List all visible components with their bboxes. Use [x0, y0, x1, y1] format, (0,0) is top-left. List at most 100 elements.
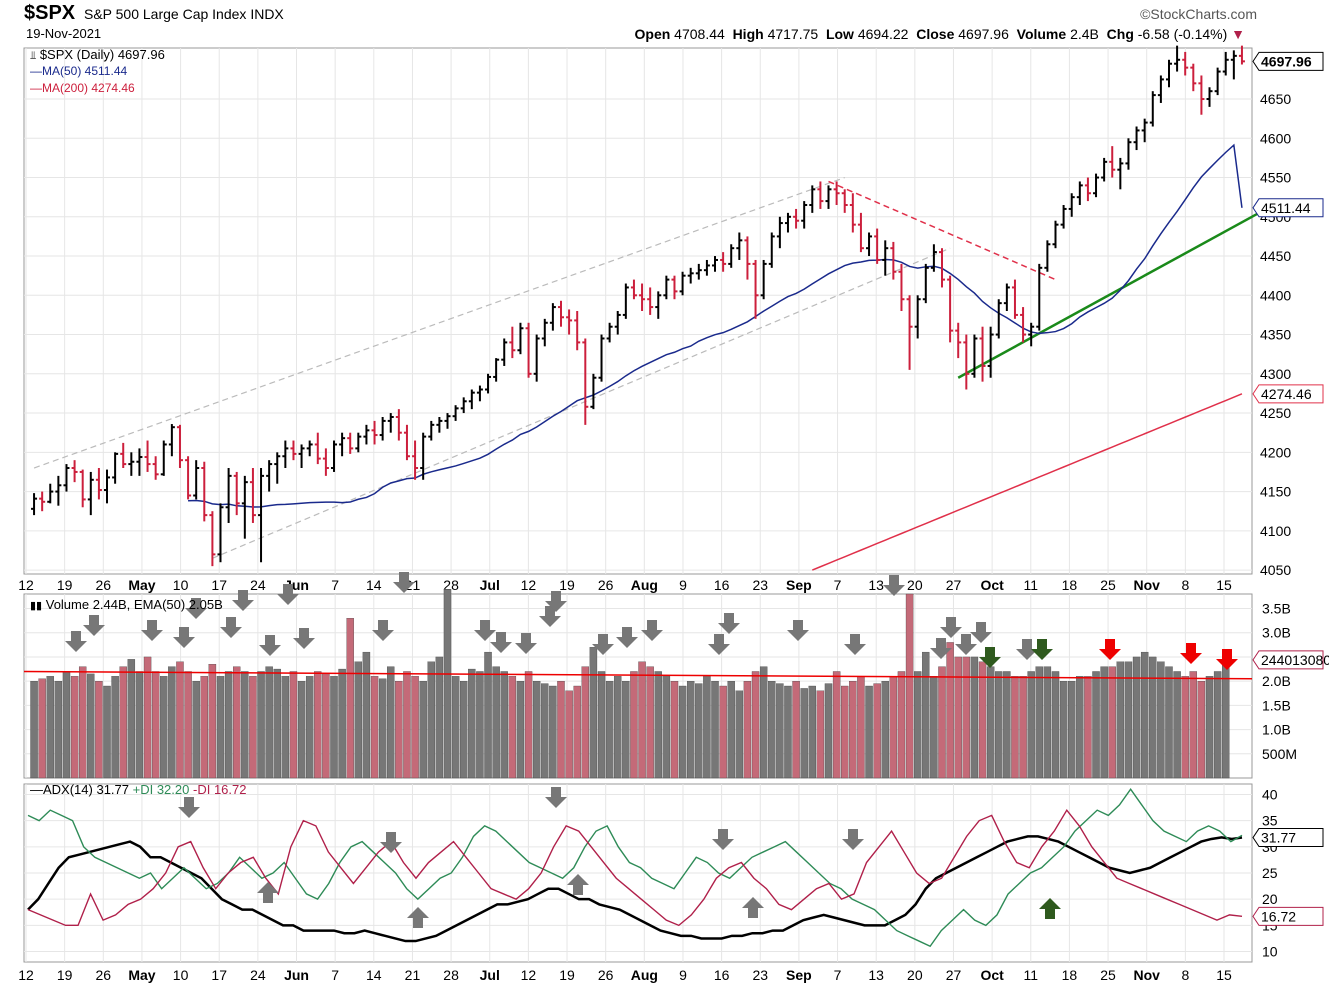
volume-bar [768, 681, 776, 779]
y-tick-label: 10 [1262, 944, 1278, 960]
y-tick-label: 4200 [1260, 444, 1291, 460]
grey-down-arrow-icon [545, 591, 567, 612]
x-tick-label: 7 [331, 577, 339, 593]
grey-down-arrow-icon [83, 615, 105, 636]
high-value: 4717.75 [767, 26, 819, 42]
volume-bar [297, 681, 306, 779]
channel-lower-line [212, 247, 951, 559]
y-tick-label: 500M [1262, 746, 1297, 762]
volume-bar [905, 593, 914, 779]
volume-bar [127, 659, 136, 779]
x-tick-label: Nov [1133, 967, 1160, 983]
x-tick-label: Nov [1133, 577, 1160, 593]
volume-bar [1189, 671, 1198, 779]
volume-bar [946, 642, 954, 779]
volume-bar [1019, 676, 1027, 779]
pdi-legend-text: +DI 32.20 [132, 782, 190, 797]
high-label: High [732, 26, 764, 42]
ma50-legend: —MA(50) 4511.44 [30, 64, 127, 78]
grey-up-arrow-icon [257, 882, 279, 903]
volume-bar [930, 676, 938, 779]
ma50-line-icon: — [30, 64, 42, 78]
volume-legend: ▮▮ Volume 2.44B, EMA(50) 2.05B [30, 597, 223, 612]
x-tick-label: 15 [1216, 577, 1232, 593]
grey-down-arrow-icon [616, 627, 638, 648]
volume-bar [808, 685, 816, 779]
volume-bar [597, 671, 606, 779]
x-tick-label: 26 [96, 967, 112, 983]
volume-bar [62, 671, 71, 779]
x-tick-label: 9 [679, 577, 687, 593]
volume-bar [670, 681, 679, 779]
grey-down-arrow-icon [539, 606, 561, 627]
volume-bar [257, 671, 265, 779]
last-price-tag-box [1252, 51, 1324, 71]
volume-bar [216, 676, 225, 779]
volume-bar [378, 678, 387, 779]
volume-bar [1043, 666, 1052, 779]
grey-down-arrow-icon [592, 634, 614, 655]
ma50-legend-text: MA(50) 4511.44 [42, 64, 128, 78]
grey-down-arrow-icon [641, 620, 663, 641]
grey-down-arrow-icon [883, 575, 905, 596]
grey-down-arrow-icon [515, 633, 537, 654]
volume-bar [1027, 671, 1035, 779]
volume-bar [46, 676, 54, 779]
x-tick-label: 17 [211, 577, 227, 593]
volume-bar [832, 671, 841, 779]
volume-bar [995, 671, 1003, 779]
volume-bar [792, 681, 800, 779]
x-tick-label: 11 [1024, 967, 1039, 983]
volume-bar [638, 661, 646, 779]
grey-down-arrow-icon [718, 613, 740, 634]
volume-legend-text: Volume 2.44B, EMA(50) 2.05B [45, 597, 223, 612]
price-legend: ⫫ $SPX (Daily) 4697.96 [30, 47, 165, 63]
volume-bar [168, 666, 176, 779]
volume-bar [849, 681, 857, 779]
volume-bar [889, 676, 898, 779]
volume-bar [160, 676, 168, 779]
grey-down-arrow-icon [185, 598, 207, 619]
brand-logo[interactable]: ©StockCharts.com [1140, 6, 1257, 22]
ma200-tag-box [1252, 384, 1324, 404]
exchange: INDX [250, 6, 284, 22]
volume-bar [508, 676, 517, 779]
adx-legend: —ADX(14) 31.77 +DI 32.20 -DI 16.72 [30, 782, 246, 797]
index-name: S&P 500 Large Cap Index INDX [84, 6, 284, 22]
volume-bar [743, 681, 752, 779]
volume-bar [573, 685, 581, 779]
volume-bar [622, 681, 630, 779]
grey-down-arrow-icon [393, 572, 415, 593]
volume-bar [419, 681, 427, 779]
volume-bar [954, 656, 962, 779]
volume-bar [978, 661, 987, 779]
volume-bar [1124, 661, 1133, 779]
y-tick-label: 35 [1262, 813, 1278, 829]
x-tick-label: 12 [18, 577, 34, 593]
x-tick-label: Sep [786, 967, 812, 983]
x-tick-label: Sep [786, 577, 812, 593]
volume-bar [192, 681, 200, 779]
volume-value: 2.4B [1070, 26, 1099, 42]
grey-down-arrow-icon [220, 617, 242, 638]
ohlc-summary: Open 4708.44 High 4717.75 Low 4694.22 Cl… [635, 26, 1246, 42]
price-icon: ⫫ [30, 50, 37, 62]
x-tick-label: 28 [443, 577, 459, 593]
mdi-tag: 16.72 [1261, 908, 1296, 924]
volume-bar [135, 671, 144, 779]
volume-bar [816, 690, 825, 779]
symbol: $SPX [24, 2, 76, 24]
volume-bar [614, 676, 622, 779]
volume-bar [1068, 681, 1076, 779]
volume-bar [30, 681, 38, 779]
volume-bar [759, 666, 768, 779]
open-value: 4708.44 [674, 26, 725, 42]
x-tick-label: 13 [868, 967, 884, 983]
grey-down-arrow-icon [141, 620, 163, 641]
x-tick-label: 23 [752, 967, 768, 983]
volume-bar [727, 681, 735, 779]
volume-bar [208, 664, 217, 779]
y-tick-label: 25 [1262, 865, 1278, 881]
volume-bar [95, 681, 103, 779]
